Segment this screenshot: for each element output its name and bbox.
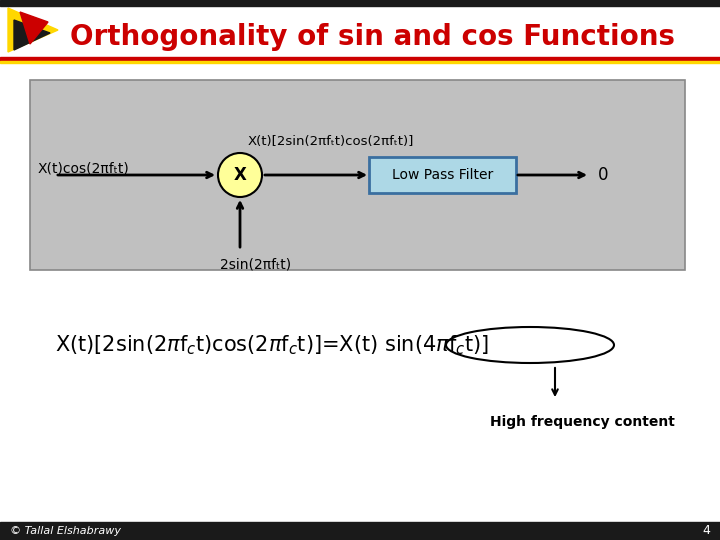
Text: © Tallal Elshabrawy: © Tallal Elshabrawy (10, 526, 121, 536)
FancyBboxPatch shape (369, 157, 516, 193)
Text: 2sin(2πfₜt): 2sin(2πfₜt) (220, 258, 291, 272)
Bar (0, 0, 720, 6)
Bar (0, 57, 720, 61)
Text: Orthogonality of sin and cos Functions: Orthogonality of sin and cos Functions (70, 23, 675, 51)
Text: X(t)[2sin(2πfₜt)cos(2πfₜt)]: X(t)[2sin(2πfₜt)cos(2πfₜt)] (248, 135, 415, 148)
Text: X(t)cos(2πfₜt): X(t)cos(2πfₜt) (38, 162, 130, 176)
Bar (0, 61, 720, 63)
Text: Low Pass Filter: Low Pass Filter (392, 168, 493, 182)
Polygon shape (20, 12, 48, 44)
Bar (30, 80, 685, 270)
Text: X: X (233, 166, 246, 184)
Text: X(t)[2sin(2$\pi$f$_c$t)cos(2$\pi$f$_c$t)]=X(t) sin(4$\pi$f$_c$t)]: X(t)[2sin(2$\pi$f$_c$t)cos(2$\pi$f$_c$t)… (55, 333, 489, 357)
Text: 4: 4 (702, 524, 710, 537)
Text: High frequency content: High frequency content (490, 415, 675, 429)
Circle shape (218, 153, 262, 197)
Text: 0: 0 (598, 166, 608, 184)
Bar (0, 522, 720, 540)
Polygon shape (8, 8, 58, 52)
Polygon shape (14, 20, 50, 50)
